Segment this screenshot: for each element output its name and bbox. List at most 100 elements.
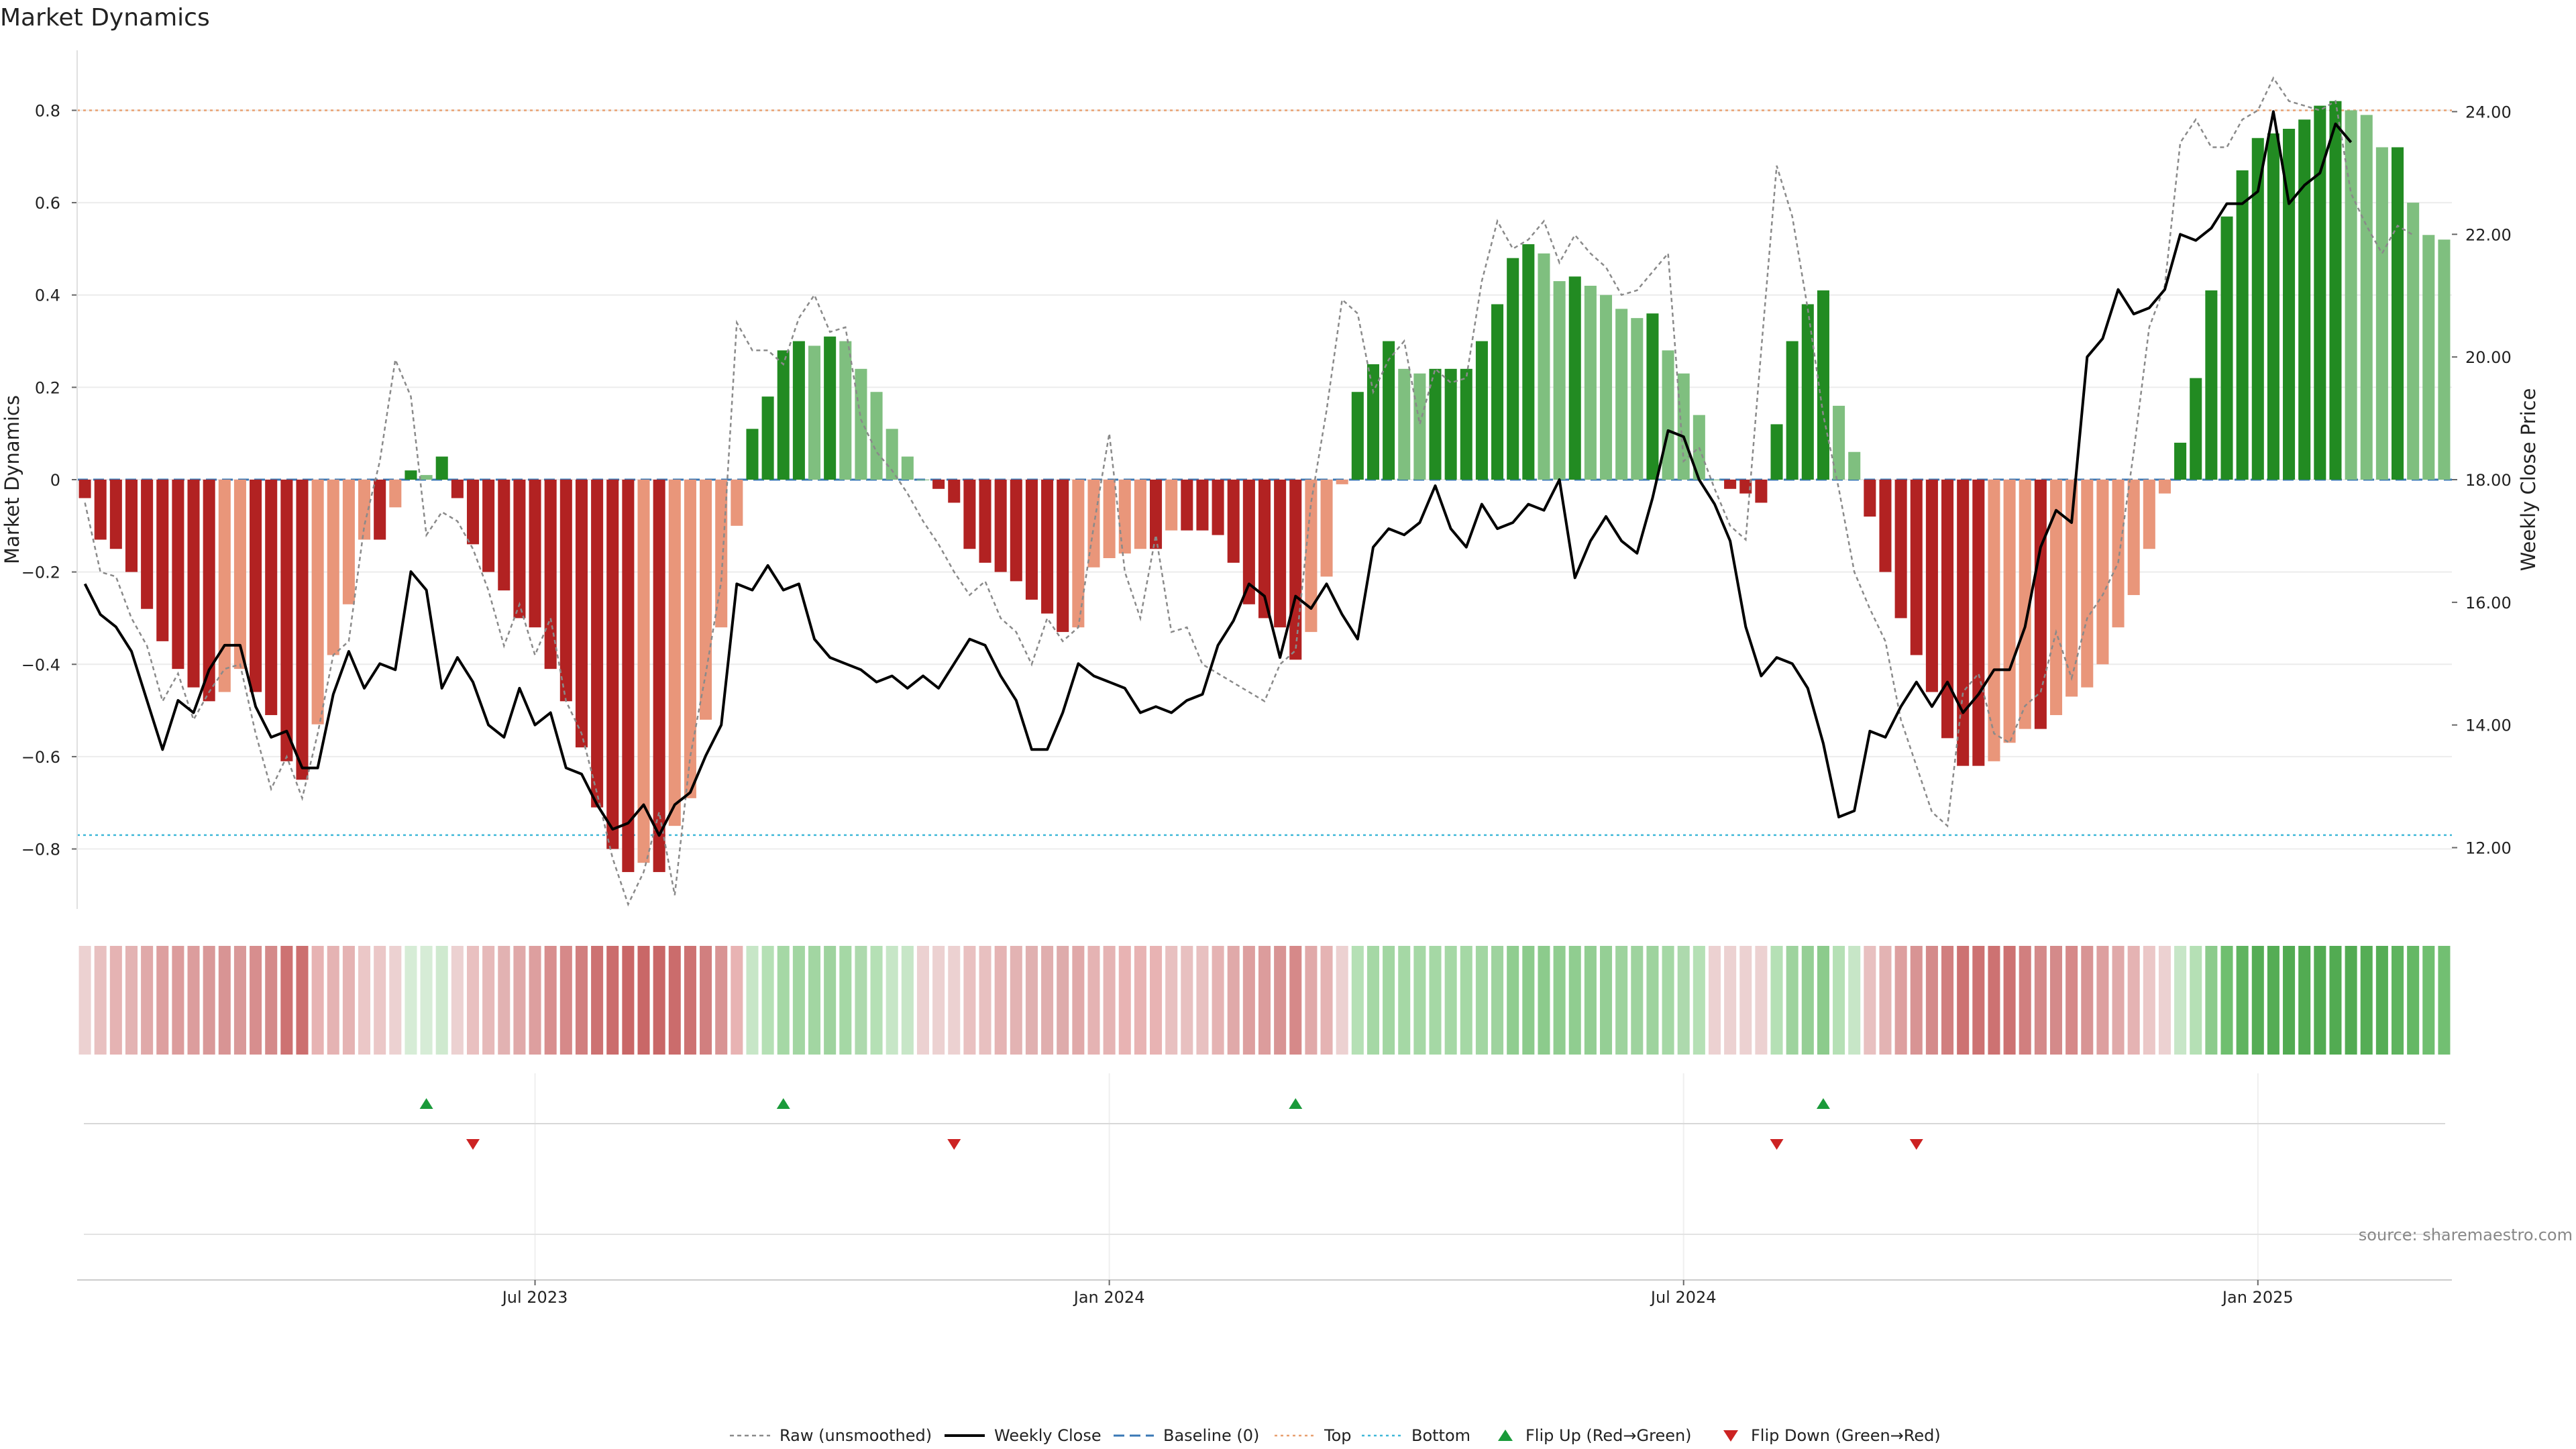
trend-strip-cell [78, 946, 91, 1055]
histogram-bar [2360, 115, 2373, 480]
trend-strip-cell [94, 946, 107, 1055]
histogram-bar [622, 480, 635, 872]
histogram-bar [1925, 480, 1938, 692]
trend-strip-cell [1599, 946, 1613, 1055]
trend-strip-cell [1398, 946, 1411, 1055]
histogram-bar [575, 480, 588, 748]
trend-strip-cell [1662, 946, 1674, 1055]
trend-strip-cell [668, 946, 681, 1055]
trend-strip-cell [2112, 946, 2125, 1055]
y-tick-label-left: 0.2 [35, 378, 60, 397]
histogram-bar [2174, 442, 2187, 480]
trend-strip-cell [544, 946, 557, 1055]
trend-strip-cell [2283, 946, 2296, 1055]
histogram-bar [2345, 110, 2357, 480]
histogram-bar [1491, 304, 1504, 480]
trend-strip-cell [2345, 946, 2357, 1055]
histogram-bar [513, 480, 526, 619]
trend-strip-cell [1957, 946, 1970, 1055]
trend-strip-cell [2298, 946, 2311, 1055]
histogram-bar [1072, 480, 1085, 628]
trend-strip-cell [777, 946, 790, 1055]
trend-strip-cell [2267, 946, 2279, 1055]
histogram-bar [187, 480, 200, 688]
histogram-bar [901, 456, 914, 480]
trend-strip-cell [172, 946, 184, 1055]
y-tick-label-right: 24.00 [2465, 103, 2512, 121]
trend-strip-cell [2096, 946, 2109, 1055]
trend-strip-cell [1708, 946, 1721, 1055]
trend-strip-cell [1507, 946, 1519, 1055]
histogram-bar [994, 480, 1007, 572]
histogram-bar [2143, 480, 2155, 549]
histogram-bar [1057, 480, 1069, 633]
histogram-bar [2236, 170, 2249, 480]
histogram-bar [637, 480, 650, 863]
x-tick-label: Jan 2025 [2221, 1288, 2294, 1307]
histogram-bar [1351, 392, 1364, 480]
trend-strip-cell [2391, 946, 2404, 1055]
flip-panel [84, 1073, 2445, 1280]
histogram-bar [2190, 378, 2202, 480]
trend-strip-cell [1242, 946, 1255, 1055]
trend-strip-cell [466, 946, 480, 1055]
trend-strip-cell [2081, 946, 2094, 1055]
trend-strip-cell [1553, 946, 1566, 1055]
trend-strip-cell [1336, 946, 1348, 1055]
trend-strip-cell [2065, 946, 2078, 1055]
trend-strip-cell [994, 946, 1007, 1055]
trend-strip-cell [1833, 946, 1845, 1055]
flip-down-marker [1909, 1139, 1923, 1150]
legend-label-flip-down: Flip Down (Green→Red) [1751, 1426, 1941, 1445]
histogram-bar [78, 480, 91, 498]
flip-up-marker [776, 1098, 790, 1109]
trend-strip-cell [2019, 946, 2031, 1055]
trend-strip-cell [141, 946, 154, 1055]
y-tick-label-left: 0.8 [35, 101, 60, 120]
histogram-bar [265, 480, 278, 715]
histogram-bar [1941, 480, 1954, 739]
histogram-bar [1894, 480, 1907, 619]
trend-strip-cell [746, 946, 759, 1055]
trend-strip-cell [901, 946, 914, 1055]
trend-strip-cell [1475, 946, 1488, 1055]
legend-label-raw: Raw (unsmoothed) [780, 1426, 932, 1445]
histogram-bar [156, 480, 169, 641]
histogram-bar [824, 336, 837, 480]
histogram-bar [653, 480, 665, 872]
flip-down-marker [947, 1139, 961, 1150]
histogram-bar [296, 480, 309, 780]
trend-strip-cell [916, 946, 930, 1055]
histogram-bar [2407, 203, 2420, 480]
trend-strip-cell [1677, 946, 1690, 1055]
histogram-bar [1398, 368, 1411, 480]
trend-strip-cell [1568, 946, 1581, 1055]
trend-strip-cell [2049, 946, 2063, 1055]
histogram-bar [1134, 480, 1146, 549]
trend-strip-cell [1538, 946, 1550, 1055]
histogram-bar [1413, 373, 1426, 480]
histogram-bar [2283, 128, 2296, 480]
trend-strip-cell [1010, 946, 1022, 1055]
y-tick-label-right: 14.00 [2465, 716, 2512, 735]
y-tick-label-left: −0.8 [21, 841, 60, 859]
histogram-bar [342, 480, 355, 604]
trend-strip-cell [870, 946, 883, 1055]
trend-strip-cell [1755, 946, 1768, 1055]
histogram-bar [2081, 480, 2094, 688]
legend-label-bottom: Bottom [1411, 1426, 1470, 1445]
histogram-bar [591, 480, 604, 808]
histogram-bar [1817, 290, 1829, 480]
histogram-bar [2438, 239, 2451, 480]
histogram-bar [1165, 480, 1178, 531]
histogram-bar [2267, 133, 2279, 480]
axes: 0.8 0.6 0.4 0.2 0 −0.2 −0.4 −0.6 −0.8 24.00 22.00 2… [21, 50, 2512, 909]
trend-strip-cell [1181, 946, 1193, 1055]
histogram-bar [109, 480, 122, 549]
histogram-bar [1383, 341, 1395, 480]
legend-label-weekly-close: Weekly Close [994, 1426, 1102, 1445]
trend-strip-cell [1988, 946, 2000, 1055]
trend-strip-cell [2314, 946, 2326, 1055]
